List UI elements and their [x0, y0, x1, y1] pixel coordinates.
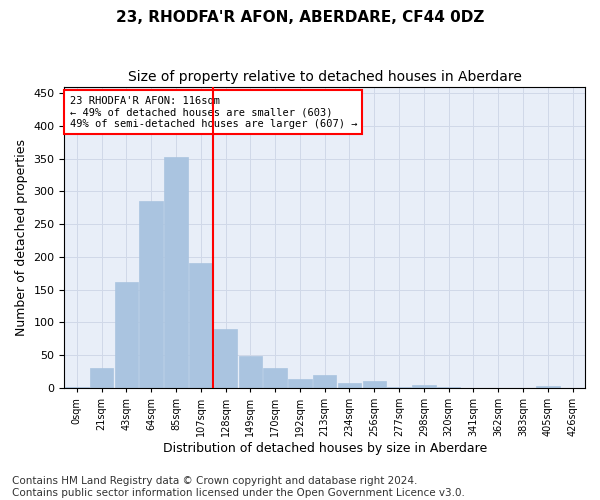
- Bar: [189, 263, 212, 388]
- Bar: [263, 368, 287, 388]
- Bar: [412, 384, 436, 388]
- Bar: [313, 376, 337, 388]
- Bar: [362, 382, 386, 388]
- Bar: [536, 386, 560, 388]
- Bar: [239, 356, 262, 388]
- Bar: [164, 158, 188, 388]
- Bar: [65, 386, 89, 388]
- Y-axis label: Number of detached properties: Number of detached properties: [15, 138, 28, 336]
- Bar: [214, 329, 238, 388]
- X-axis label: Distribution of detached houses by size in Aberdare: Distribution of detached houses by size …: [163, 442, 487, 455]
- Bar: [139, 201, 163, 388]
- Bar: [288, 378, 311, 388]
- Text: Contains HM Land Registry data © Crown copyright and database right 2024.
Contai: Contains HM Land Registry data © Crown c…: [12, 476, 465, 498]
- Title: Size of property relative to detached houses in Aberdare: Size of property relative to detached ho…: [128, 70, 521, 84]
- Bar: [338, 384, 361, 388]
- Text: 23, RHODFA'R AFON, ABERDARE, CF44 0DZ: 23, RHODFA'R AFON, ABERDARE, CF44 0DZ: [116, 10, 484, 25]
- Bar: [115, 282, 138, 388]
- Text: 23 RHODFA'R AFON: 116sqm
← 49% of detached houses are smaller (603)
49% of semi-: 23 RHODFA'R AFON: 116sqm ← 49% of detach…: [70, 96, 357, 129]
- Bar: [90, 368, 113, 388]
